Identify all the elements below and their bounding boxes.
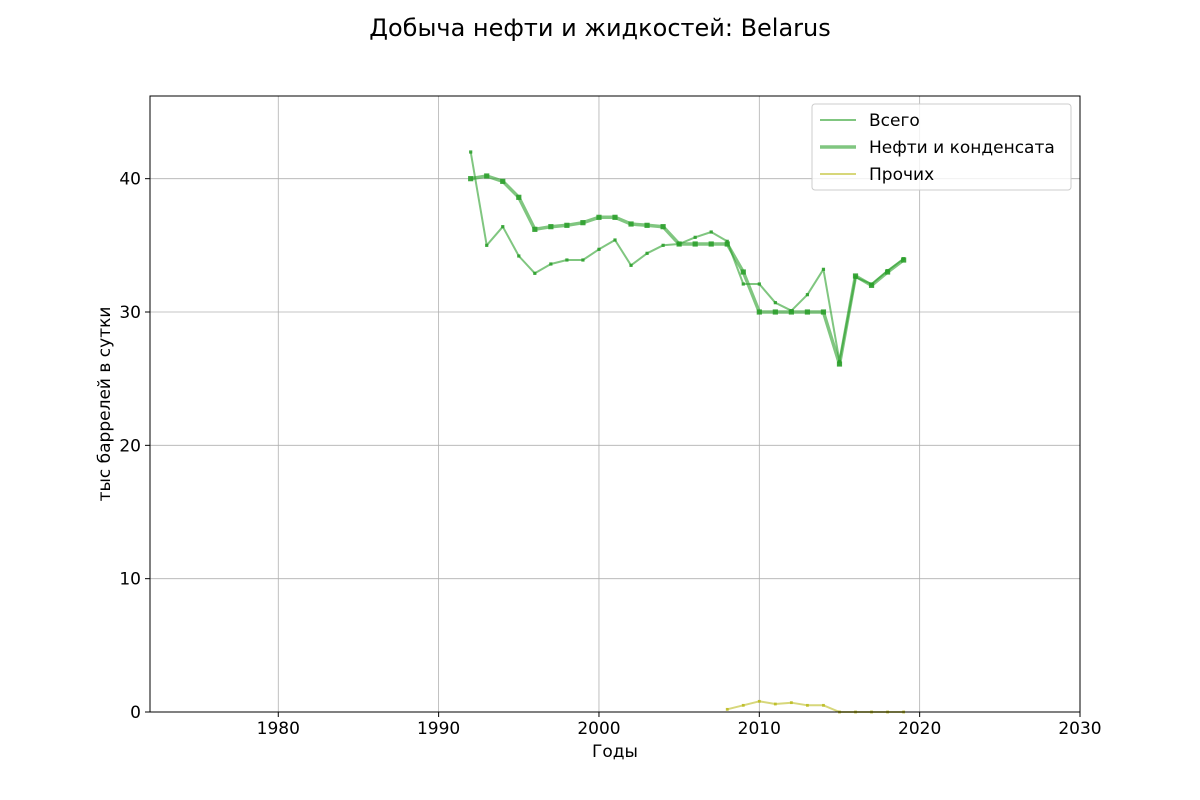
data-point-total xyxy=(693,235,697,239)
data-point-total xyxy=(501,225,505,229)
data-point-crude xyxy=(740,269,746,275)
data-point-total xyxy=(741,282,745,286)
chart-title: Добыча нефти и жидкостей: Belarus xyxy=(369,14,831,42)
data-point-total xyxy=(485,243,489,247)
data-point-crude xyxy=(628,221,634,227)
data-point-total xyxy=(629,263,633,267)
data-point-crude xyxy=(516,194,522,200)
data-point-crude xyxy=(532,226,538,232)
data-point-other xyxy=(789,701,793,705)
x-tick-label: 1980 xyxy=(257,719,300,739)
data-point-crude xyxy=(852,273,859,279)
data-point-total xyxy=(565,258,569,262)
data-point-crude xyxy=(484,173,490,179)
data-point-total xyxy=(709,230,713,234)
data-point-total xyxy=(805,293,810,297)
x-tick-label: 2030 xyxy=(1058,719,1101,739)
plot-frame xyxy=(149,95,1081,713)
data-point-crude xyxy=(564,222,570,228)
data-point-crude xyxy=(660,224,666,230)
data-point-total xyxy=(773,301,777,305)
data-point-total xyxy=(613,238,617,242)
data-point-total xyxy=(533,271,537,275)
data-point-total xyxy=(757,282,761,286)
data-point-total xyxy=(517,254,521,258)
y-tick-label: 20 xyxy=(119,436,141,456)
data-point-total xyxy=(469,150,473,154)
series-line-crude xyxy=(470,174,905,366)
legend-label-other: Прочих xyxy=(869,165,934,185)
data-point-crude xyxy=(756,309,762,315)
data-point-crude xyxy=(708,241,714,247)
data-point-crude xyxy=(548,224,554,230)
data-point-crude xyxy=(724,241,730,247)
data-point-total xyxy=(661,243,665,247)
data-point-crude xyxy=(901,257,907,263)
data-point-crude xyxy=(788,309,794,315)
data-point-crude xyxy=(596,214,602,220)
series-line-total xyxy=(469,151,905,363)
legend: Всего Нефти и конденсата Прочих xyxy=(811,103,1072,191)
data-point-crude xyxy=(836,361,843,367)
data-point-crude xyxy=(884,269,891,275)
data-point-crude xyxy=(612,214,618,220)
y-tick-label: 40 xyxy=(119,170,141,190)
y-axis-ticks: 0 10 20 30 40 xyxy=(119,170,150,723)
x-tick-label: 2000 xyxy=(577,719,620,739)
data-point-crude xyxy=(772,309,778,315)
x-tick-label: 2010 xyxy=(738,719,781,739)
data-point-crude xyxy=(868,282,875,288)
data-point-crude xyxy=(644,222,650,228)
series-crude xyxy=(468,173,907,367)
data-point-crude xyxy=(692,241,698,247)
data-point-other xyxy=(806,703,809,707)
y-tick-label: 30 xyxy=(119,303,141,323)
data-point-crude xyxy=(468,176,474,182)
legend-label-crude: Нефти и конденсата xyxy=(869,138,1055,158)
data-point-crude xyxy=(820,309,827,315)
x-tick-label: 1990 xyxy=(417,719,460,739)
data-point-total xyxy=(725,239,729,243)
data-point-other xyxy=(725,707,729,711)
y-tick-label: 0 xyxy=(130,703,141,723)
data-point-crude xyxy=(804,309,811,315)
data-point-crude xyxy=(500,178,506,184)
legend-box xyxy=(811,103,1072,191)
legend-label-total: Всего xyxy=(869,111,920,131)
x-tick-label: 2020 xyxy=(898,719,941,739)
data-point-total xyxy=(821,267,826,271)
data-point-total xyxy=(581,258,585,262)
x-axis-label: Годы xyxy=(592,742,638,762)
data-point-other xyxy=(773,702,777,706)
data-point-crude xyxy=(580,220,586,226)
data-point-crude xyxy=(676,241,682,247)
data-point-other xyxy=(822,703,825,707)
data-point-total xyxy=(549,262,553,266)
data-point-total xyxy=(645,251,649,255)
data-point-other xyxy=(757,699,761,703)
y-axis-label: тыс баррелей в сутки xyxy=(95,307,115,502)
data-point-total xyxy=(597,247,601,251)
x-axis-ticks: 1980 1990 2000 2010 2020 2030 xyxy=(257,712,1102,739)
data-point-other xyxy=(741,703,745,707)
y-tick-label: 10 xyxy=(119,570,141,590)
